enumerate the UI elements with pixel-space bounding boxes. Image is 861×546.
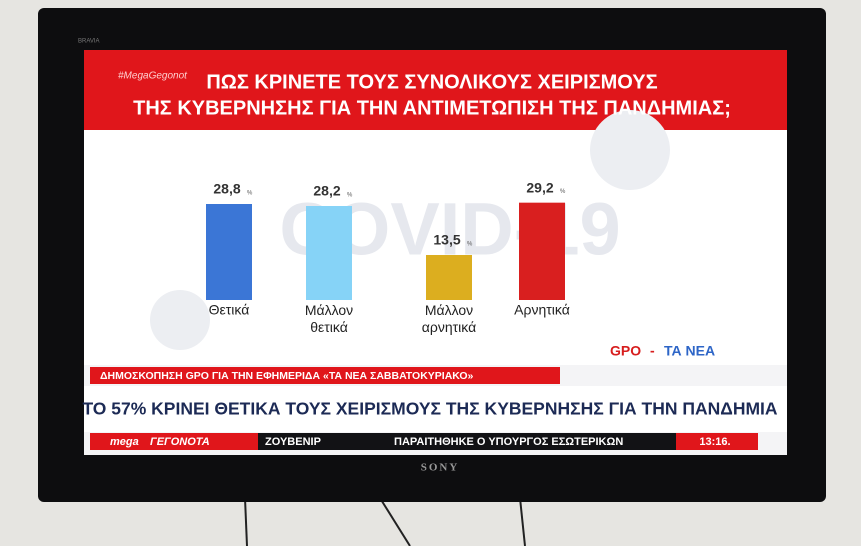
value-unit: % (467, 242, 473, 248)
strap-bar (90, 367, 560, 384)
cable (244, 497, 248, 546)
category-label: Αρνητικά (514, 302, 570, 318)
headline-bar (84, 386, 787, 432)
cable (519, 497, 526, 546)
virus-deco (590, 110, 670, 190)
strap: ΔΗΜΟΣΚΟΠΗΣΗ GPO ΓΙΑ ΤΗΝ ΕΦΗΜΕΡΙΔΑ «ΤΑ ΝΕ… (100, 370, 474, 382)
category-label: Μάλλον θετικά (305, 302, 353, 335)
value-label: 28,2 (313, 183, 340, 199)
cable (379, 497, 411, 546)
ticker-logo: mega (110, 436, 139, 448)
hashtag: #MegaGegonot (118, 71, 188, 82)
clock-bg (676, 433, 758, 450)
ticker-item: ΠΑΡΑΙΤΗΘΗΚΕ Ο ΥΠΟΥΡΓΟΣ ΕΣΩΤΕΡΙΚΩΝ (394, 436, 623, 448)
title-line: ΤΗΣ ΚΥΒΕΡΝΗΣΗΣ ΓΙΑ ΤΗΝ ΑΝΤΙΜΕΤΩΠΙΣΗ ΤΗΣ … (133, 97, 731, 119)
brand: BRAVIA (78, 39, 100, 45)
bar (519, 202, 565, 300)
value-label: 29,2 (526, 179, 553, 195)
clock: 13:16. (699, 436, 730, 448)
value-unit: % (347, 193, 353, 199)
headline: ΤΟ 57% ΚΡΙΝΕΙ ΘΕΤΙΚΑ ΤΟΥΣ ΧΕΙΡΙΣΜΟΥΣ ΤΗΣ… (82, 399, 777, 419)
category-label: Θετικά (209, 302, 250, 318)
virus-deco (150, 290, 210, 350)
bar (206, 204, 252, 300)
source-ta-nea: ΤΑ ΝΕΑ (664, 343, 715, 359)
bar (426, 255, 472, 300)
ticker-logo: ΓΕΓΟΝΟΤΑ (150, 436, 210, 448)
value-label: 28,8 (213, 181, 240, 197)
title-bar (84, 50, 787, 130)
title-line: ΠΩΣ ΚΡΙΝΕΤΕ ΤΟΥΣ ΣΥΝΟΛΙΚΟΥΣ ΧΕΙΡΙΣΜΟΥΣ (206, 71, 657, 93)
source-gpo: GPO (610, 343, 641, 359)
bar (306, 206, 352, 300)
category-label: Μάλλον αρνητικά (422, 302, 476, 335)
source-sep: - (650, 343, 655, 359)
value-unit: % (560, 189, 566, 195)
value-unit: % (247, 191, 253, 197)
ticker-logo-bg (90, 433, 258, 450)
value-label: 13,5 (433, 232, 460, 248)
ticker-item: ΖΟΥΒΕΝΙΡ (265, 436, 321, 448)
maker: SONY (421, 462, 460, 474)
